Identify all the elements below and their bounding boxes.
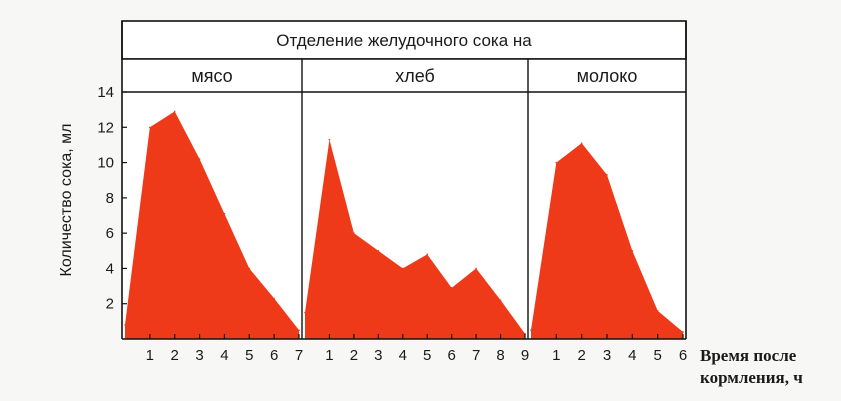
panel-label: хлеб <box>395 66 435 86</box>
x-axis-label-line-2: кормления, ч <box>700 368 803 387</box>
data-point <box>273 297 275 300</box>
y-tick-label: 8 <box>106 190 114 207</box>
panel-1: мясо 1 2 3 4 5 6 7 <box>122 59 303 364</box>
y-axis: 2 4 6 8 10 12 14 <box>97 84 127 313</box>
panel-label: мясо <box>191 66 232 86</box>
x-tick-label: 3 <box>195 347 203 364</box>
panel-3: молоко 1 2 3 4 5 6 <box>528 59 687 364</box>
x-tick-label: 4 <box>220 347 228 364</box>
data-point <box>248 267 251 270</box>
x-tick-label: 4 <box>399 347 407 364</box>
x-tick-label: 2 <box>350 347 358 364</box>
y-tick-label: 6 <box>106 225 114 242</box>
y-tick-label: 2 <box>106 296 114 313</box>
y-tick-label: 4 <box>106 260 114 277</box>
data-point <box>682 331 684 333</box>
x-tick-label: 9 <box>521 347 529 364</box>
x-tick-label: 5 <box>653 347 661 364</box>
area-series-2 <box>305 139 525 339</box>
x-tick-label: 1 <box>552 347 560 364</box>
x-tick-label: 7 <box>472 347 480 364</box>
y-tick-label: 14 <box>97 84 114 101</box>
data-point <box>631 249 634 252</box>
x-tick-label: 4 <box>628 347 636 364</box>
data-point <box>401 267 404 270</box>
chart-frame: Отделение желудочного сока на <box>121 20 687 60</box>
x-tick-label: 5 <box>245 347 253 364</box>
panel-2: хлеб 1 2 3 4 5 6 7 8 9 <box>302 59 529 364</box>
x-tick-label: 1 <box>325 347 333 364</box>
data-point <box>149 126 151 129</box>
x-tick-label: 6 <box>447 347 455 364</box>
data-point <box>223 212 226 215</box>
data-point <box>656 309 659 312</box>
data-point <box>555 161 558 164</box>
data-point <box>606 174 608 176</box>
area-series-3 <box>531 143 683 339</box>
y-tick-label: 10 <box>97 155 114 172</box>
x-tick-label: 1 <box>146 347 154 364</box>
area-series-1 <box>125 111 299 340</box>
data-point <box>475 267 477 270</box>
data-point <box>580 142 583 144</box>
data-point <box>198 158 201 160</box>
data-point <box>124 324 126 326</box>
x-tick-label: 3 <box>374 347 382 364</box>
x-axis-label-line-1: Время после <box>700 346 797 365</box>
data-point <box>426 253 429 256</box>
y-axis-label: Количество сока, мл <box>58 124 75 277</box>
data-point <box>328 138 331 141</box>
x-tick-label: 5 <box>423 347 431 364</box>
x-tick-label: 8 <box>496 347 504 364</box>
x-tick-label: 7 <box>295 347 303 364</box>
x-tick-label: 6 <box>270 347 278 364</box>
data-point <box>450 287 453 289</box>
chart-title: Отделение желудочного сока на <box>276 31 532 50</box>
x-tick-label: 6 <box>679 347 687 364</box>
data-point <box>298 329 300 331</box>
data-point <box>377 249 380 252</box>
data-point <box>173 110 176 113</box>
x-tick-label: 2 <box>171 347 179 364</box>
data-point <box>499 299 502 301</box>
x-tick-label: 3 <box>603 347 611 364</box>
y-tick-label: 12 <box>97 119 114 136</box>
panel-label: молоко <box>577 66 638 86</box>
title-box <box>121 20 687 60</box>
data-point <box>304 311 306 314</box>
data-point <box>353 232 355 234</box>
x-tick-label: 2 <box>577 347 585 364</box>
data-point <box>530 329 532 331</box>
